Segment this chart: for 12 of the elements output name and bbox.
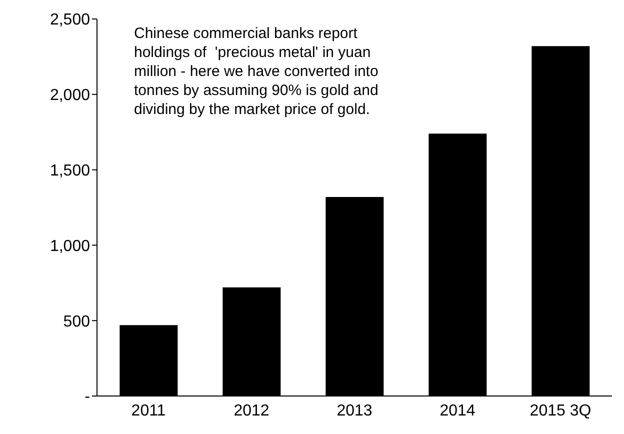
x-tick-label: 2015 3Q [530,402,592,420]
y-tick-label: 2,500 [50,12,90,29]
x-tick-label: 2014 [440,402,476,420]
y-tick-label: 1,500 [50,162,90,180]
y-tick-label: 1,000 [50,238,90,255]
y-tick-label: - [84,388,90,406]
y-tick-label: 2,000 [50,87,90,104]
x-tick-label: 2013 [336,402,372,420]
x-tick-label: 2012 [234,402,270,420]
annotation: Chinese commercial banks report holdings of 'precious metal' in yuan million - here we have converted into tonnes by assuming 90% is gold and dividing by the market price of gold. [134,24,380,119]
y-tick-label: 500 [63,313,90,330]
x-tick-label: 2011 [131,402,166,420]
